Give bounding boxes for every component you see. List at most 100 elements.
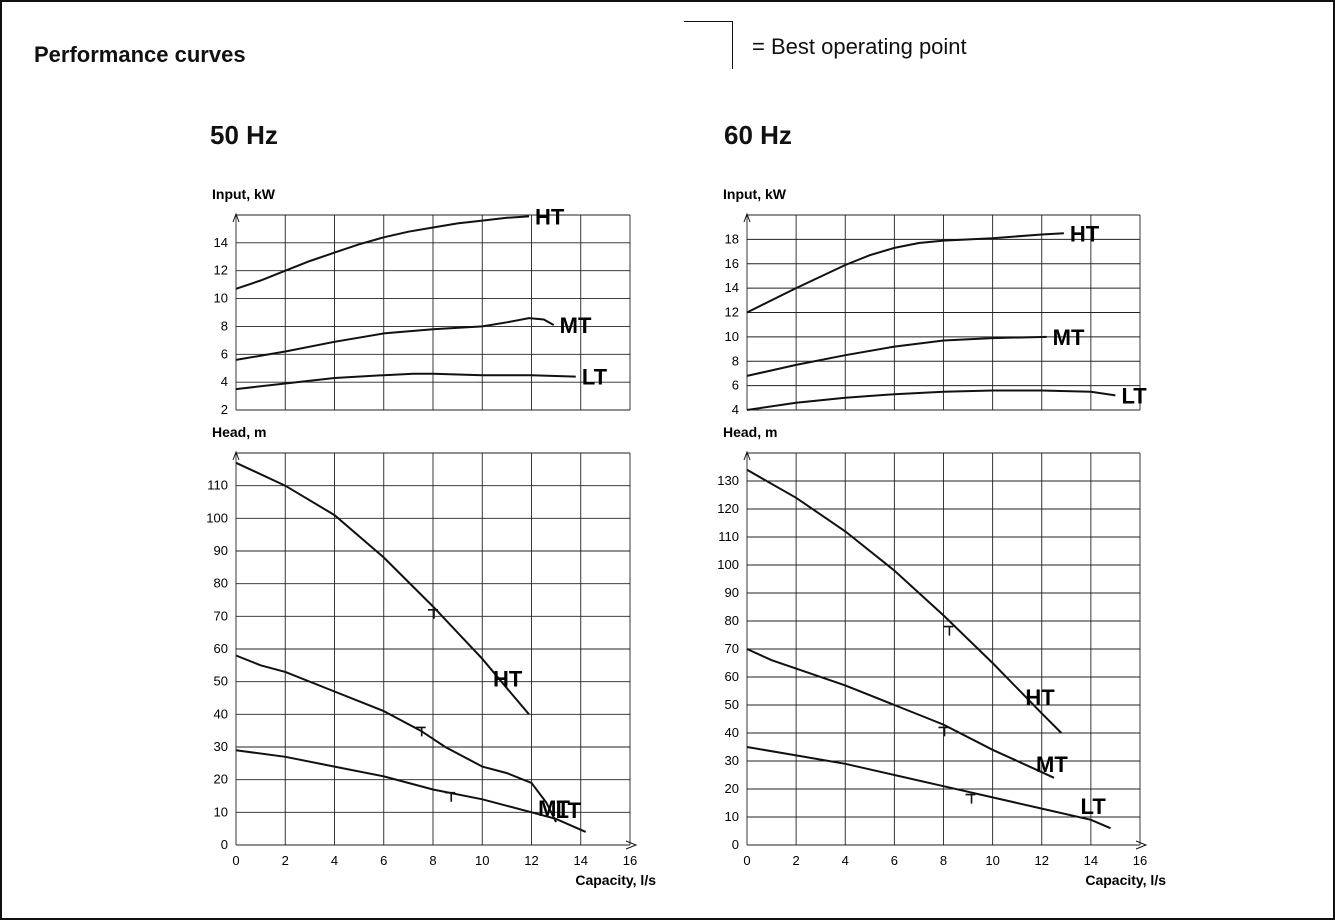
50hz-panel0-y-arrow: [232, 212, 240, 223]
50hz-panel1-ytick-label: 40: [214, 706, 228, 721]
50hz-panel0-ytick-label: 8: [221, 318, 228, 333]
60hz-panel1-xtick-label: 8: [940, 853, 947, 868]
50hz-panel0-ytick-label: 10: [214, 291, 228, 306]
60hz-panel1-y-arrow: [743, 450, 751, 461]
60hz-panel0-series-label-ht: HT: [1070, 221, 1100, 246]
50hz-panel1-y-arrow: [232, 450, 240, 461]
60hz-panel1-y-axis-label: Head, m: [723, 424, 777, 440]
60hz-panel1-ytick-label: 40: [725, 725, 739, 740]
50hz-panel0-series-mt: [235, 317, 555, 361]
50hz-panel1-best-point-lt: [445, 791, 456, 802]
60hz-panel1-ytick-label: 110: [718, 529, 739, 544]
60hz-panel1-ytick-label: 20: [725, 781, 739, 796]
50hz-panel1-y-axis-label: Head, m: [212, 424, 266, 440]
60hz-panel1-xtick-label: 12: [1035, 853, 1049, 868]
50hz-panel1-series-mt: [235, 654, 557, 823]
50hz-panel1-ytick-label: 70: [214, 608, 228, 623]
60hz-panel0-ytick-label: 16: [725, 256, 739, 271]
60hz-panel1-ytick-label: 120: [717, 501, 739, 516]
60hz-panel0-ytick-label: 14: [725, 280, 739, 295]
50hz-panel1-xtick-label: 12: [524, 853, 538, 868]
60hz-panel1-best-point-ht: [943, 625, 954, 636]
50hz-panel1-ytick-label: 10: [214, 804, 228, 819]
60hz-panel1-series-label-mt: MT: [1036, 752, 1068, 777]
50hz-panel1-series-ht: [235, 461, 530, 715]
60hz-panel1-ytick-label: 50: [725, 697, 739, 712]
50hz-panel0-y-axis-label: Input, kW: [212, 186, 276, 202]
best-point-legend-symbol: [684, 21, 733, 69]
60hz-panel1-x-axis-label: Capacity, l/s: [1085, 872, 1166, 888]
50hz-panel0-series-ht: [235, 215, 530, 290]
60hz-panel0-ytick-label: 4: [732, 402, 739, 417]
50hz-panel0-series-lt: [235, 372, 576, 391]
50hz-panel1-x-arrow: [625, 840, 638, 850]
60hz-panel1-ytick-label: 80: [725, 613, 739, 628]
60hz-panel1-xtick-label: 14: [1084, 853, 1098, 868]
60hz-panel1-series-lt: [746, 746, 1111, 830]
50hz-panel1-xtick-label: 0: [232, 853, 239, 868]
60hz-panel0-series-label-mt: MT: [1053, 325, 1085, 350]
50hz-panel0-ytick-label: 6: [221, 346, 228, 361]
50hz-panel0-ytick-label: 4: [221, 374, 228, 389]
50hz-panel0-ytick-label: 14: [214, 235, 228, 250]
60hz-panel1-ytick-label: 30: [725, 753, 739, 768]
50hz-panel1-ytick-label: 20: [214, 772, 228, 787]
60hz-panel1-ytick-label: 130: [717, 473, 739, 488]
50hz-panel1-series-label-lt: LT: [556, 798, 582, 823]
60hz-panel1-series-mt: [746, 648, 1055, 779]
50hz-panel1-ytick-label: 60: [214, 641, 228, 656]
50hz-panel0-ytick-label: 12: [214, 263, 228, 278]
60hz-panel0-y-axis-label: Input, kW: [723, 186, 787, 202]
50hz-panel1-ytick-label: 100: [206, 510, 228, 525]
60hz-panel1-xtick-label: 0: [743, 853, 750, 868]
60hz-panel0-ytick-label: 10: [725, 329, 739, 344]
60hz-panel0-series-label-lt: LT: [1121, 383, 1147, 408]
60hz-panel1-ytick-label: 0: [732, 837, 739, 852]
50hz-panel1-ytick-label: 80: [214, 576, 228, 591]
50hz-panel1-xtick-label: 4: [331, 853, 338, 868]
60hz-panel1-ytick-label: 60: [725, 669, 739, 684]
50hz-panel1-xtick-label: 14: [574, 853, 588, 868]
50hz-panel0-series-label-ht: HT: [535, 204, 565, 229]
page-title: Performance curves: [34, 42, 246, 67]
60hz-panel1-series-label-lt: LT: [1081, 794, 1107, 819]
50hz-panel1-series-lt: [235, 749, 587, 833]
60hz-panel0-series-ht: [746, 232, 1064, 314]
50hz-panel1-ytick-label: 90: [214, 543, 228, 558]
50hz-panel1-xtick-label: 10: [475, 853, 489, 868]
50hz-panel1-xtick-label: 2: [282, 853, 289, 868]
50hz-panel1-best-point-ht: [428, 609, 438, 619]
50hz-panel1-xtick-label: 6: [380, 853, 387, 868]
60hz-panel0-series-lt: [746, 389, 1116, 411]
60hz-panel0-ytick-label: 8: [732, 353, 739, 368]
60hz-panel1-series-ht: [746, 468, 1063, 734]
50hz-panel0-series-label-lt: LT: [582, 365, 608, 390]
50hz-panel1-ytick-label: 30: [214, 739, 228, 754]
60hz-panel1-ytick-label: 100: [717, 557, 739, 572]
60hz-panel1-xtick-label: 2: [793, 853, 800, 868]
60hz-panel0-series-mt: [746, 335, 1047, 377]
50hz-panel0-series-label-mt: MT: [560, 313, 592, 338]
60hz-panel0-ytick-label: 6: [732, 378, 739, 393]
50hz-panel1-ytick-label: 0: [221, 837, 228, 852]
60hz-panel1-series-label-ht: HT: [1025, 685, 1055, 710]
60hz-panel0-y-arrow: [743, 212, 751, 223]
50hz-panel1-ytick-label: 110: [207, 478, 228, 493]
50hz-panel0-ytick-label: 2: [221, 402, 228, 417]
50hz-panel1-ytick-label: 50: [214, 674, 228, 689]
50hz-panel1-series-label-ht: HT: [493, 666, 523, 691]
60hz-panel0-ytick-label: 12: [725, 305, 739, 320]
60hz-panel1-best-point-lt: [965, 793, 976, 804]
60hz-panel1-xtick-label: 16: [1133, 853, 1147, 868]
50hz-panel1-xtick-label: 16: [623, 853, 637, 868]
60hz-panel1-ytick-label: 90: [725, 585, 739, 600]
50hz-panel1-best-point-mt: [415, 726, 426, 737]
60hz-panel0-ytick-label: 18: [725, 231, 739, 246]
50hz-panel1-series-label-mt: MT: [538, 796, 570, 821]
60hz-panel1-x-arrow: [1135, 840, 1148, 850]
60hz-panel1-xtick-label: 10: [985, 853, 999, 868]
chart-title-50hz: 50 Hz: [210, 120, 278, 150]
60hz-panel1-ytick-label: 70: [725, 641, 739, 656]
